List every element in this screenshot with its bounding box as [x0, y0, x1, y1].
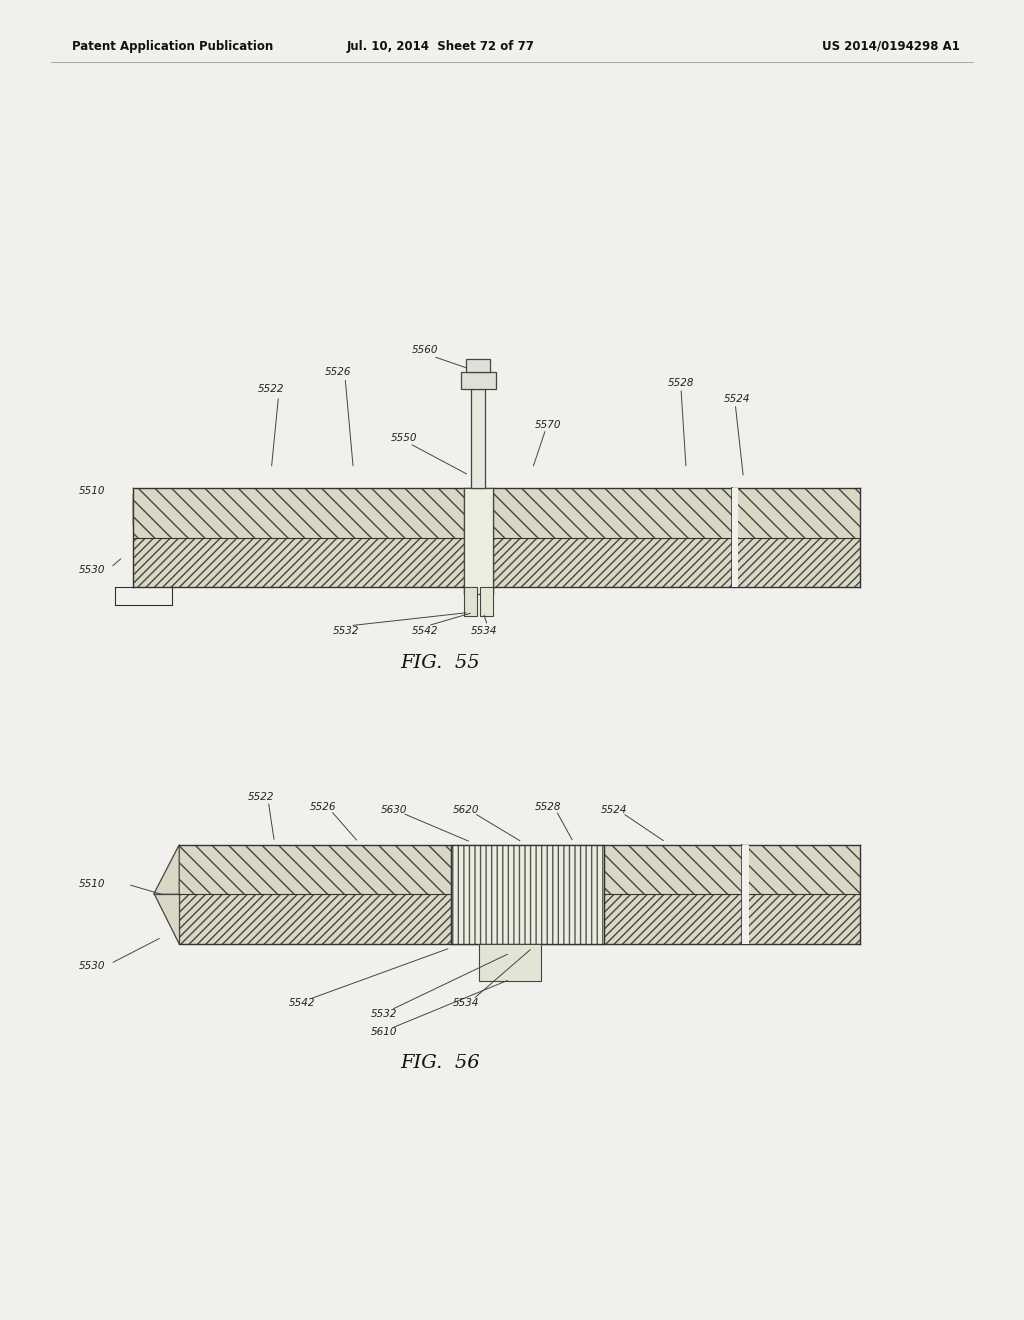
Text: 5526: 5526 [325, 367, 351, 378]
Text: 5530: 5530 [79, 565, 105, 576]
Text: FIG.  56: FIG. 56 [400, 1053, 480, 1072]
Text: 5534: 5534 [453, 998, 479, 1008]
Text: 5550: 5550 [391, 433, 418, 444]
Text: 5528: 5528 [668, 378, 694, 388]
Text: 5510: 5510 [79, 879, 105, 890]
Text: 5610: 5610 [371, 1027, 397, 1038]
Text: 5620: 5620 [453, 805, 479, 816]
Text: 5570: 5570 [535, 420, 561, 430]
Bar [464, 587, 477, 616]
Bar [471, 389, 485, 488]
Text: 5524: 5524 [724, 393, 751, 404]
Polygon shape [154, 895, 179, 944]
Bar [451, 845, 604, 944]
Bar [479, 944, 541, 981]
Bar [493, 539, 860, 587]
Bar [133, 488, 464, 539]
Bar [493, 488, 860, 539]
Bar [464, 488, 493, 594]
Text: 5560: 5560 [412, 345, 438, 355]
Bar [451, 845, 604, 944]
Polygon shape [154, 845, 179, 895]
Text: Jul. 10, 2014  Sheet 72 of 77: Jul. 10, 2014 Sheet 72 of 77 [346, 40, 535, 53]
Text: 5510: 5510 [79, 486, 105, 496]
Bar [479, 587, 493, 616]
Text: Patent Application Publication: Patent Application Publication [72, 40, 273, 53]
Bar [133, 539, 860, 587]
Text: 5524: 5524 [601, 805, 628, 816]
Bar [133, 539, 464, 587]
Text: 5530: 5530 [79, 961, 105, 972]
Text: 5534: 5534 [471, 626, 498, 636]
Text: 5542: 5542 [412, 626, 438, 636]
Bar [466, 359, 490, 372]
Text: 5526: 5526 [309, 801, 336, 812]
Bar [742, 845, 749, 944]
Text: 5630: 5630 [381, 805, 408, 816]
Text: 5542: 5542 [289, 998, 315, 1008]
Text: 5522: 5522 [258, 384, 285, 395]
Bar [133, 488, 860, 539]
Bar [179, 895, 860, 944]
Text: 5522: 5522 [248, 792, 274, 803]
Text: 5528: 5528 [535, 801, 561, 812]
Text: 5532: 5532 [333, 626, 359, 636]
Text: US 2014/0194298 A1: US 2014/0194298 A1 [822, 40, 959, 53]
Bar [732, 488, 738, 587]
Text: 5532: 5532 [371, 1008, 397, 1019]
Text: FIG.  55: FIG. 55 [400, 653, 480, 672]
Bar [461, 372, 496, 389]
Bar [179, 845, 860, 895]
